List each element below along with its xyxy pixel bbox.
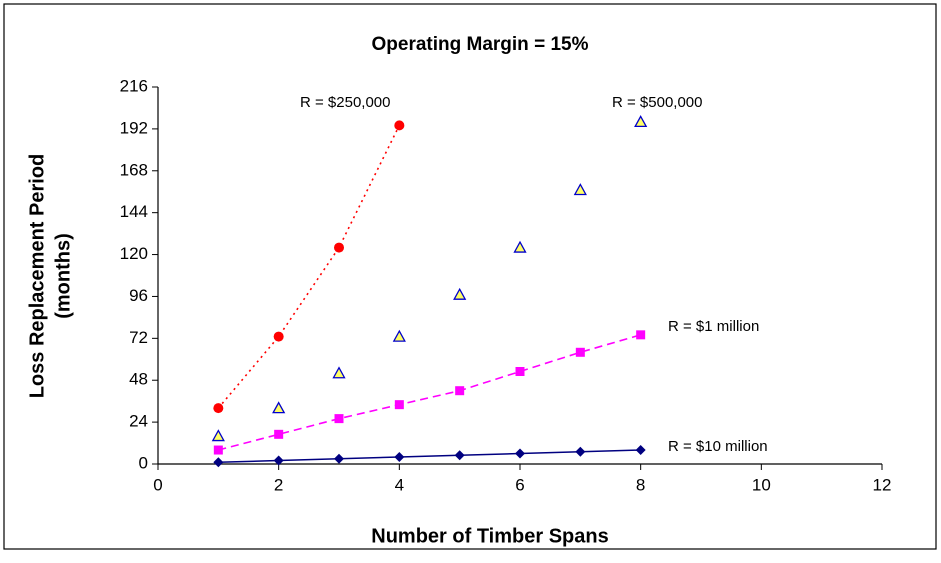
marker xyxy=(334,242,344,253)
y-tick-label: 216 xyxy=(120,76,148,95)
marker xyxy=(636,330,646,340)
x-tick-label: 6 xyxy=(515,475,524,494)
marker xyxy=(392,329,406,342)
x-tick-label: 10 xyxy=(752,475,771,494)
y-tick-label: 120 xyxy=(120,244,148,263)
marker xyxy=(453,287,467,300)
marker xyxy=(213,445,223,455)
marker xyxy=(635,445,646,456)
marker xyxy=(273,331,284,342)
marker xyxy=(334,453,344,464)
marker xyxy=(274,429,284,439)
y-tick-label: 168 xyxy=(120,160,148,179)
marker xyxy=(334,414,344,424)
x-tick-label: 12 xyxy=(873,475,892,494)
series-label: R = $1 million xyxy=(668,318,759,335)
marker xyxy=(394,120,405,131)
marker xyxy=(575,446,586,457)
marker xyxy=(273,455,284,466)
marker xyxy=(634,115,648,128)
x-tick-label: 8 xyxy=(636,475,645,494)
series-label: R = $500,000 xyxy=(612,94,703,111)
y-tick-label: 48 xyxy=(129,370,148,389)
series-line xyxy=(218,449,641,464)
marker xyxy=(394,452,405,463)
series-line xyxy=(218,334,641,451)
marker xyxy=(394,400,404,410)
marker xyxy=(515,448,525,459)
x-tick-label: 2 xyxy=(274,475,283,494)
marker xyxy=(332,366,346,379)
y-axis-label: (months) xyxy=(52,233,74,319)
y-axis-label: Loss Replacement Period xyxy=(26,154,48,399)
y-tick-label: 144 xyxy=(120,202,148,221)
marker xyxy=(515,366,525,376)
marker xyxy=(211,429,225,442)
y-tick-label: 0 xyxy=(139,453,148,472)
marker xyxy=(513,240,527,253)
series-label: R = $10 million xyxy=(668,438,768,455)
y-tick-label: 72 xyxy=(129,328,148,347)
marker xyxy=(454,450,465,461)
x-tick-label: 4 xyxy=(395,475,404,494)
x-tick-label: 0 xyxy=(153,475,162,494)
y-tick-label: 24 xyxy=(129,412,148,431)
chart-title: Operating Margin = 15% xyxy=(372,34,589,55)
series-label: R = $250,000 xyxy=(300,94,391,111)
x-axis-label: Number of Timber Spans xyxy=(371,525,608,547)
y-tick-label: 96 xyxy=(129,286,148,305)
y-tick-label: 192 xyxy=(120,118,148,137)
marker xyxy=(575,347,585,357)
marker xyxy=(213,403,224,414)
marker xyxy=(213,457,224,468)
marker xyxy=(455,386,465,396)
chart-frame xyxy=(3,3,937,550)
marker xyxy=(272,401,286,414)
marker xyxy=(573,183,587,196)
